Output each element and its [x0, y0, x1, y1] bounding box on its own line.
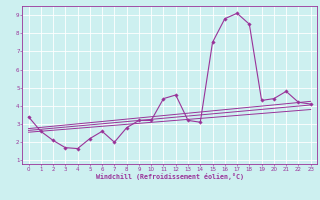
X-axis label: Windchill (Refroidissement éolien,°C): Windchill (Refroidissement éolien,°C) [96, 173, 244, 180]
